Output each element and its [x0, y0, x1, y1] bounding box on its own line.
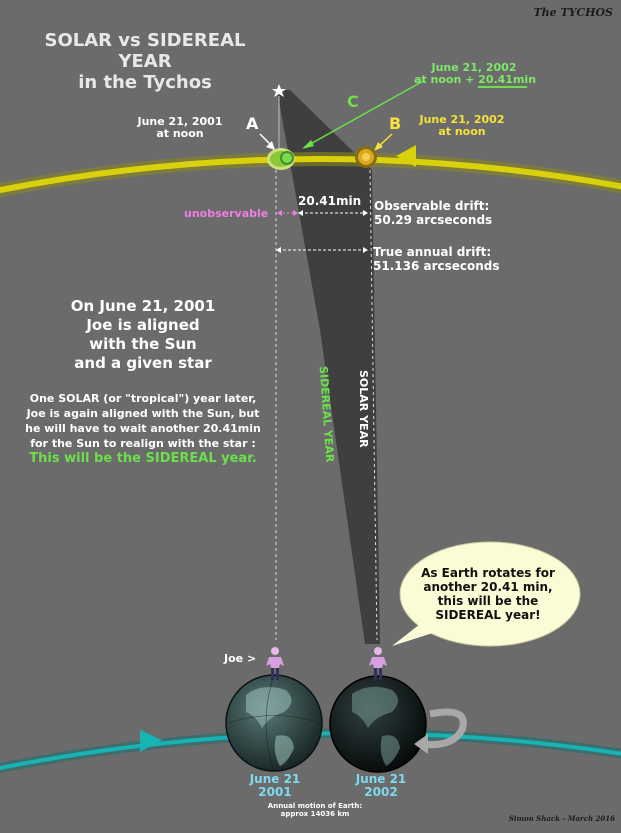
- arrow-left-icon: [396, 145, 416, 167]
- credit-label: Simon Shack - March 2016: [508, 814, 615, 823]
- sidereal-beam: [277, 90, 380, 644]
- person-icon: [369, 647, 387, 680]
- annual-motion-caption: Annual motion of Earth: approx 14036 km: [267, 802, 363, 818]
- true-drift: True annual drift: 51.136 arcseconds: [373, 245, 500, 273]
- story-paragraph: One SOLAR (or "tropical") year later, Jo…: [8, 391, 278, 466]
- star-icon: [272, 84, 286, 97]
- sun-icon: [267, 148, 295, 170]
- rotation-arrow-icon: [414, 708, 467, 754]
- sightline-right: [369, 169, 378, 641]
- story-heading: On June 21, 2001 Joe is aligned with the…: [70, 297, 216, 372]
- point-a-letter: A: [246, 114, 259, 133]
- point-c-letter: C: [347, 92, 359, 111]
- globe-icon: [225, 674, 323, 772]
- arrow-right-icon: [140, 730, 162, 752]
- point-b-letter: B: [389, 114, 402, 133]
- speech-bubble-text: As Earth rotates for another 20.41 min, …: [421, 566, 555, 622]
- gap-label: 20.41min: [298, 194, 362, 208]
- unobservable-label: unobservable: [184, 207, 269, 220]
- sun-icon: [355, 146, 377, 168]
- year-2001-label: June 21 2001: [249, 772, 301, 799]
- story-conclusion: This will be the SIDEREAL year.: [29, 451, 257, 466]
- speech-bubble: [392, 541, 581, 647]
- observable-drift: Observable drift: 50.29 arcseconds: [374, 199, 493, 227]
- joe-label: Joe >: [224, 652, 257, 665]
- page-title: SOLAR vs SIDEREAL YEAR in the Tychos: [44, 30, 246, 93]
- arrow-c: [304, 79, 426, 148]
- point-c-caption: June 21, 2002 at noon + 20.41min: [414, 61, 537, 86]
- point-a-caption: June 21, 2001 at noon: [137, 115, 223, 140]
- solar-year-label: SOLAR YEAR: [357, 370, 370, 448]
- point-b-caption: June 21, 2002 at noon: [419, 113, 505, 138]
- person-icon: [266, 647, 284, 680]
- year-2002-label: June 21 2002: [355, 772, 407, 799]
- globe-icon: [329, 675, 427, 773]
- brand-label: The TYCHOS: [533, 6, 613, 19]
